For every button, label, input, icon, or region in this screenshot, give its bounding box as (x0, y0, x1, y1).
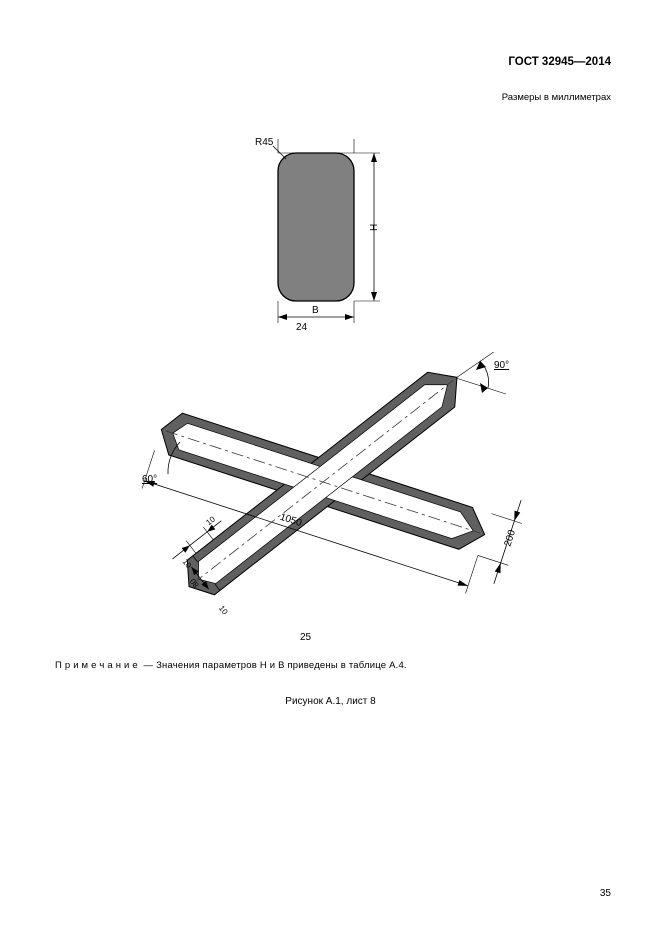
note-prefix: П р и м е ч а н и е (55, 660, 138, 671)
width-label: B (312, 305, 319, 316)
figure-25-number: 25 (300, 632, 311, 643)
radius-label: R45 (255, 137, 274, 148)
svg-text:10: 10 (217, 604, 230, 617)
note: П р и м е ч а н и е — Значения параметро… (55, 660, 611, 671)
height-label: H (369, 224, 380, 231)
figure-25: 60° 90° 1050 (108, 352, 538, 622)
figure-caption: Рисунок А.1, лист 8 (0, 696, 661, 707)
note-text: Значения параметров Н и В приведены в та… (156, 660, 407, 671)
dim-200: 200 (471, 493, 529, 587)
svg-text:200: 200 (502, 528, 518, 548)
document-title: ГОСТ 32945—2014 (508, 56, 611, 68)
page: ГОСТ 32945—2014 Размеры в миллиметрах R4… (0, 0, 661, 935)
note-dash: — (144, 660, 154, 671)
svg-text:90°: 90° (494, 360, 509, 371)
angle-90: 90° (456, 352, 509, 394)
figure-24: R45 H B (250, 135, 410, 335)
page-number: 35 (600, 888, 611, 899)
units-label: Размеры в миллиметрах (502, 92, 611, 103)
figure-24-number: 24 (296, 322, 307, 333)
